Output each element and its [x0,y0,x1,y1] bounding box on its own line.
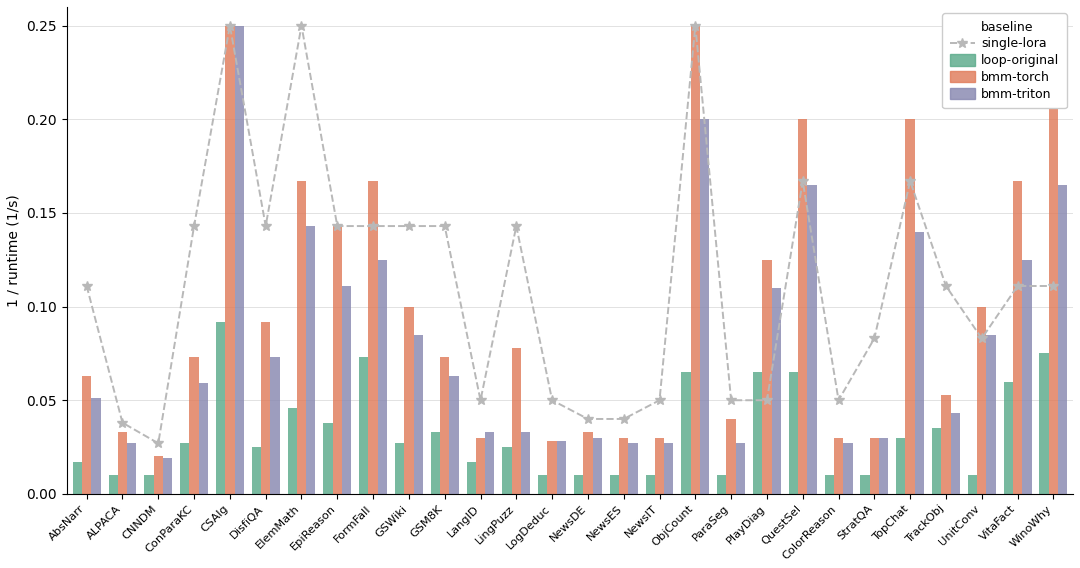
Bar [118,432,127,494]
Bar [861,475,869,494]
Bar [378,260,387,494]
Bar [1013,181,1022,494]
Bar [843,443,852,494]
Bar [548,441,557,494]
Bar [942,395,950,494]
Bar [950,414,960,494]
Bar [869,438,879,494]
Bar [414,335,423,494]
Bar [485,432,495,494]
Bar [333,226,342,494]
Bar [234,26,244,494]
Bar [619,438,629,494]
Bar [395,443,404,494]
Bar [1022,260,1031,494]
Bar [306,226,315,494]
Bar [824,475,834,494]
Bar [127,443,136,494]
Bar [896,438,905,494]
Bar [404,307,414,494]
Bar [252,447,261,494]
Bar [189,357,199,494]
Bar [360,357,368,494]
Bar [1003,382,1013,494]
Bar [629,443,637,494]
Bar [72,462,82,494]
Bar [681,372,691,494]
Bar [753,372,762,494]
Bar [1049,26,1058,494]
Bar [476,438,485,494]
Bar [610,475,619,494]
Bar [583,432,593,494]
Bar [368,181,378,494]
Bar [762,260,771,494]
Bar [538,475,548,494]
Bar [986,335,996,494]
Bar [323,423,333,494]
Bar [521,432,530,494]
Bar [977,307,986,494]
Bar [449,376,459,494]
Bar [654,438,664,494]
Legend: baseline, single-lora, loop-original, bmm-torch, bmm-triton: baseline, single-lora, loop-original, bm… [943,13,1067,108]
Bar [915,232,924,494]
Bar [1058,185,1067,494]
Bar [467,462,476,494]
Bar [727,419,735,494]
Bar [108,475,118,494]
Bar [808,185,816,494]
Bar [735,443,745,494]
Bar [92,398,100,494]
Y-axis label: 1 / runtime (1/s): 1 / runtime (1/s) [6,194,21,307]
Bar [287,408,297,494]
Bar [431,432,440,494]
Bar [261,321,270,494]
Bar [717,475,727,494]
Bar [879,438,889,494]
Bar [226,26,234,494]
Bar [798,119,808,494]
Bar [834,438,843,494]
Bar [297,181,306,494]
Bar [932,428,942,494]
Bar [270,357,280,494]
Bar [199,383,208,494]
Bar [788,372,798,494]
Bar [440,357,449,494]
Bar [771,288,781,494]
Bar [557,441,566,494]
Bar [646,475,654,494]
Bar [905,119,915,494]
Bar [342,286,351,494]
Bar [700,119,710,494]
Bar [512,348,521,494]
Bar [153,457,163,494]
Bar [691,26,700,494]
Bar [163,458,172,494]
Bar [1039,353,1049,494]
Bar [968,475,977,494]
Bar [82,376,92,494]
Bar [664,443,674,494]
Bar [180,443,189,494]
Bar [593,438,602,494]
Bar [573,475,583,494]
Bar [216,321,226,494]
Bar [502,447,512,494]
Bar [145,475,153,494]
